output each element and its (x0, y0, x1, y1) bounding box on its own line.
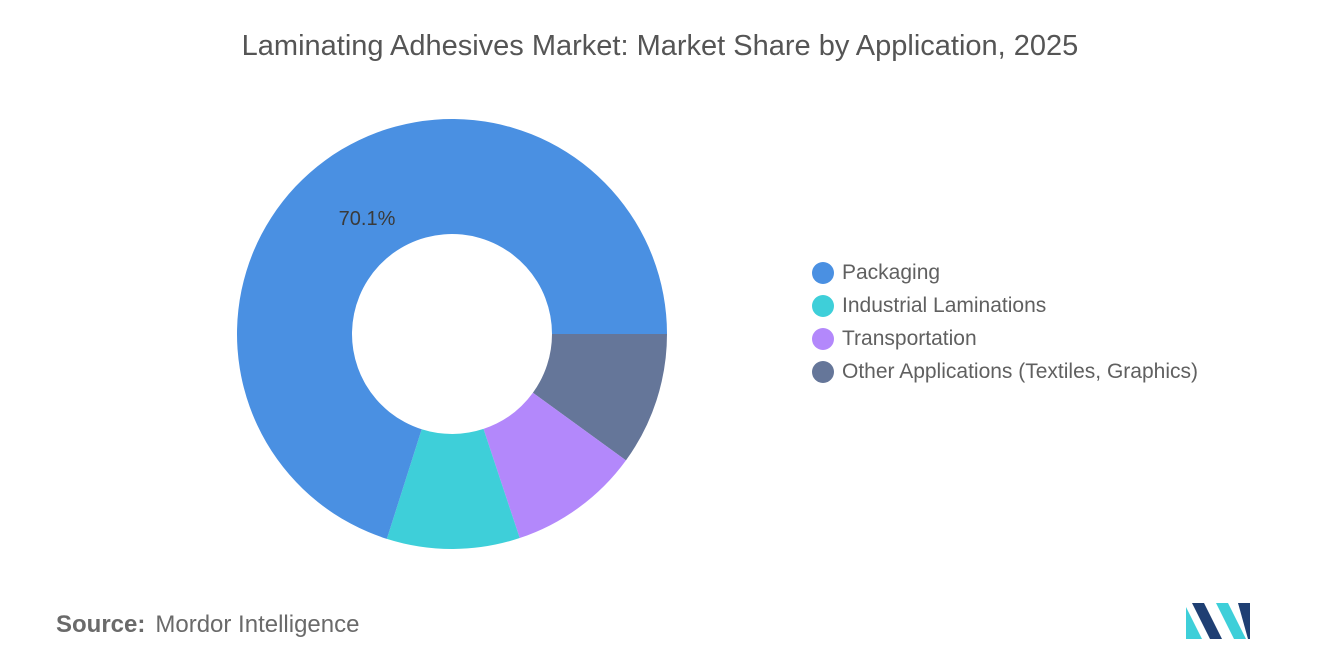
legend-swatch (812, 327, 834, 350)
legend-item-other-applications-textiles-graphics: Other Applications (Textiles, Graphics) (812, 355, 1198, 388)
chart-title: Laminating Adhesives Market: Market Shar… (241, 30, 1079, 62)
source-note: Source: Mordor Intelligence (56, 611, 359, 639)
logo-right-stroke (1216, 603, 1246, 639)
source-label: Source: (56, 611, 146, 638)
legend-item-packaging: Packaging (812, 256, 1198, 289)
legend-label: Industrial Laminations (842, 293, 1047, 317)
slice-transportation (483, 392, 626, 539)
legend-label: Transportation (842, 326, 977, 350)
legend: Packaging Industrial Laminations Transport… (812, 256, 1198, 388)
logo-middle-stroke (1192, 603, 1222, 639)
legend-swatch (812, 360, 834, 383)
source-text: Mordor Intelligence (155, 611, 360, 638)
legend-item-transportation: Transportation (812, 322, 1198, 355)
data-label-packaging: 70.1% (339, 208, 396, 230)
legend-label: Other Applications (Textiles, Graphics) (842, 359, 1198, 383)
slice-industrial-laminations (386, 428, 520, 549)
logo-left-stroke (1186, 607, 1202, 639)
logo-right-bar (1238, 603, 1250, 639)
legend-label: Packaging (842, 260, 941, 284)
mordor-intelligence-logo (1186, 603, 1250, 639)
legend-swatch (812, 294, 834, 317)
legend-item-industrial-laminations: Industrial Laminations (812, 289, 1198, 322)
legend-swatch (812, 261, 834, 284)
slice-other-applications-textiles-graphics (532, 334, 667, 461)
slice-packaging (237, 119, 667, 539)
